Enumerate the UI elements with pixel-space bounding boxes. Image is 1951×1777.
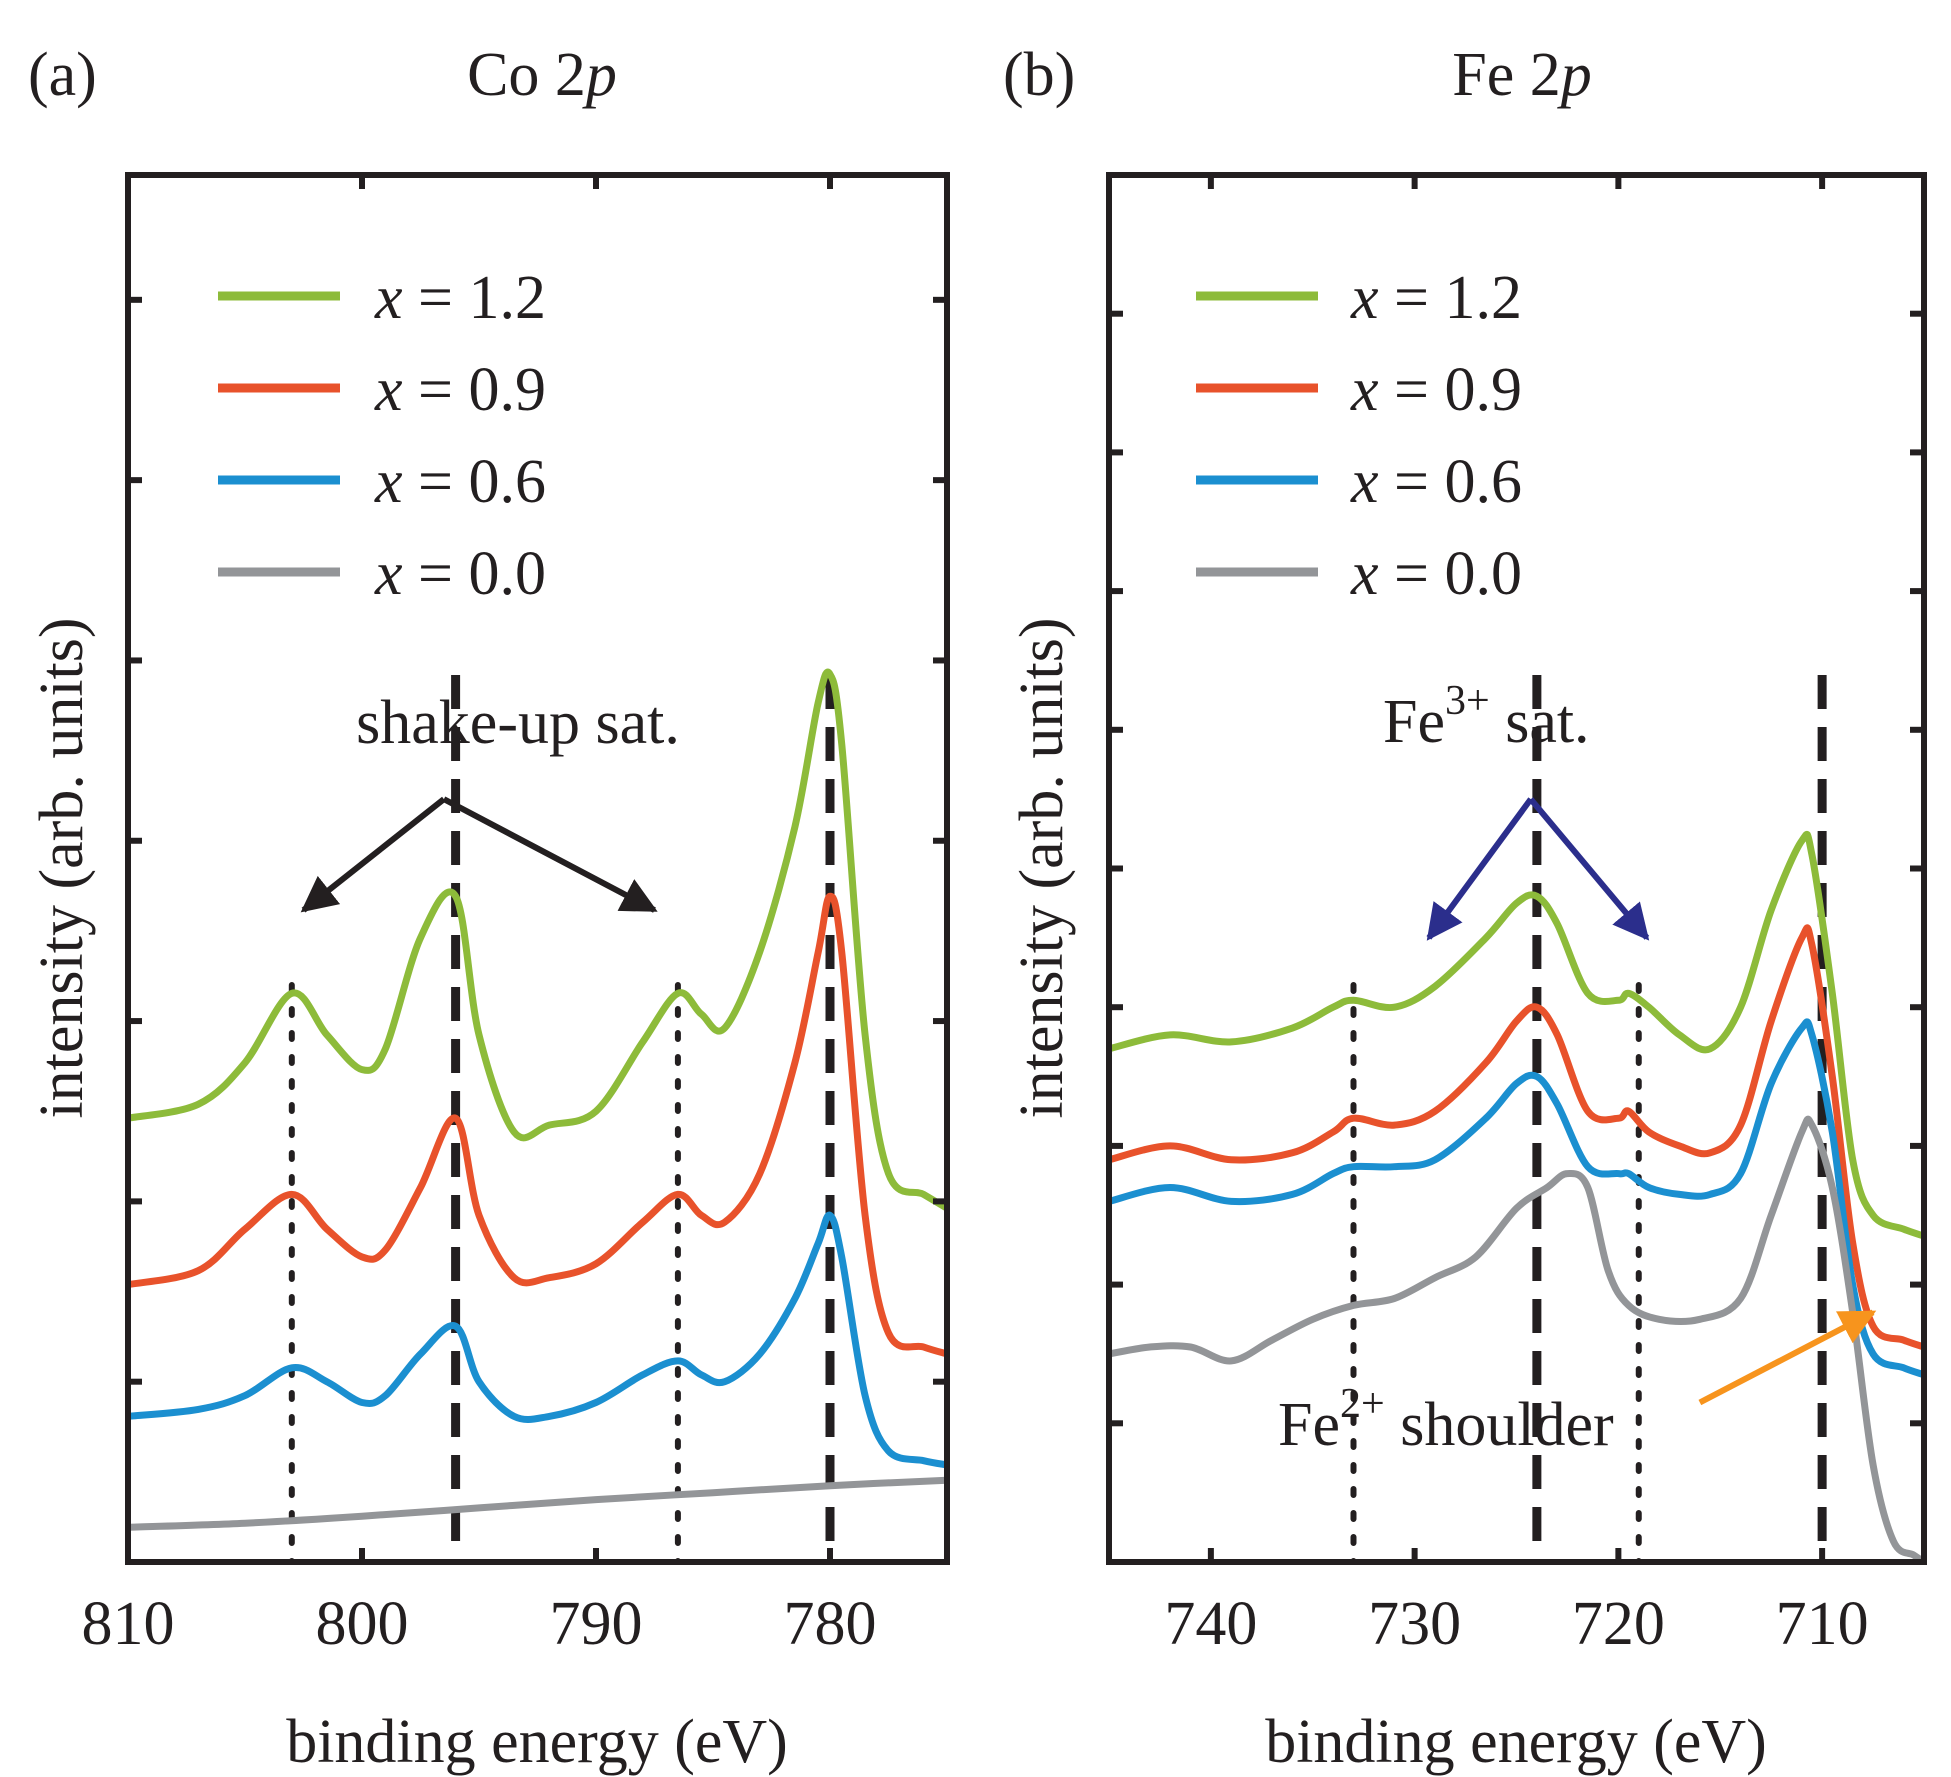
- annotation-shake-up-sat: shake-up sat.: [356, 689, 680, 757]
- series-group: [1109, 830, 1924, 1562]
- series-line-x09: [1109, 924, 1924, 1351]
- x-axis-label-a: binding energy (eV): [286, 1708, 788, 1776]
- legend-label-x12: x = 1.2: [1350, 264, 1522, 332]
- annotation-arrow: [1698, 1309, 1877, 1406]
- annotation-arrow: [1528, 797, 1650, 941]
- x-tick-label: 790: [550, 1590, 643, 1658]
- annotation-arrow: [1426, 797, 1534, 941]
- y-axis-label-b: intensity (arb. units): [1008, 617, 1076, 1118]
- legend-b: x = 1.2 x = 0.9 x = 0.6 x = 0.0: [1196, 264, 1522, 608]
- series-line-x09: [128, 892, 947, 1358]
- annotation-arrow: [300, 796, 446, 913]
- series-line-x06: [1109, 1018, 1924, 1379]
- plot-frame: [125, 172, 950, 1565]
- series-line-x12: [128, 668, 947, 1212]
- legend-a: x = 1.2 x = 0.9 x = 0.6 x = 0.0: [218, 264, 546, 608]
- series-line-x12: [1109, 830, 1924, 1240]
- panel-title-fe-2p: Fe 2p: [1452, 41, 1592, 109]
- legend-label-x06: x = 0.6: [1350, 448, 1522, 516]
- legend-entry-x06: x = 0.6: [1196, 448, 1522, 516]
- x-tick-label: 780: [784, 1590, 877, 1658]
- legend-label-x00: x = 0.0: [1350, 540, 1522, 608]
- series-line-x00: [128, 1476, 947, 1531]
- legend-entry-x06: x = 0.6: [218, 448, 546, 516]
- legend-label-x09: x = 0.9: [374, 356, 546, 424]
- annotation-fe3-sat: Fe3+ sat.: [1383, 678, 1590, 756]
- legend-label-x06: x = 0.6: [374, 448, 546, 516]
- x-tick-label: 730: [1368, 1590, 1461, 1658]
- legend-entry-x12: x = 1.2: [218, 264, 546, 332]
- legend-entry-x12: x = 1.2: [1196, 264, 1522, 332]
- legend-entry-x00: x = 0.0: [1196, 540, 1522, 608]
- series-line-x06: [128, 1211, 947, 1469]
- legend-label-x12: x = 1.2: [374, 264, 546, 332]
- series-group: [128, 668, 947, 1531]
- plot-area-b: 740 730 720 710: [1106, 172, 1927, 1658]
- x-tick-label: 720: [1572, 1590, 1665, 1658]
- annotation-fe2-shoulder: Fe2+ shoulder: [1278, 1381, 1614, 1459]
- x-tick-label: 800: [316, 1590, 409, 1658]
- plot-area-a: 810 800 790 780: [82, 172, 950, 1658]
- x-tick-label: 740: [1164, 1590, 1257, 1658]
- y-axis-label-a: intensity (arb. units): [28, 617, 96, 1118]
- legend-entry-x09: x = 0.9: [218, 356, 546, 424]
- x-axis-label-b: binding energy (eV): [1265, 1708, 1767, 1776]
- panel-co-2p: (a) Co 2p 810 800 790 780 binding energy (e…: [28, 41, 950, 1776]
- x-tick-label: 810: [82, 1590, 175, 1658]
- x-tick-label: 710: [1776, 1590, 1869, 1658]
- panel-label-b: (b): [1003, 41, 1075, 109]
- legend-label-x00: x = 0.0: [374, 540, 546, 608]
- legend-entry-x09: x = 0.9: [1196, 356, 1522, 424]
- annotation-arrow: [442, 796, 658, 913]
- legend-label-x09: x = 0.9: [1350, 356, 1522, 424]
- panel-fe-2p: (b) Fe 2p 740 730 720 710 binding energy (e…: [1003, 41, 1927, 1776]
- panel-label-a: (a): [28, 41, 97, 109]
- series-line-x00: [1109, 1115, 1924, 1562]
- legend-entry-x00: x = 0.0: [218, 540, 546, 608]
- panel-title-co-2p: Co 2p: [467, 41, 617, 109]
